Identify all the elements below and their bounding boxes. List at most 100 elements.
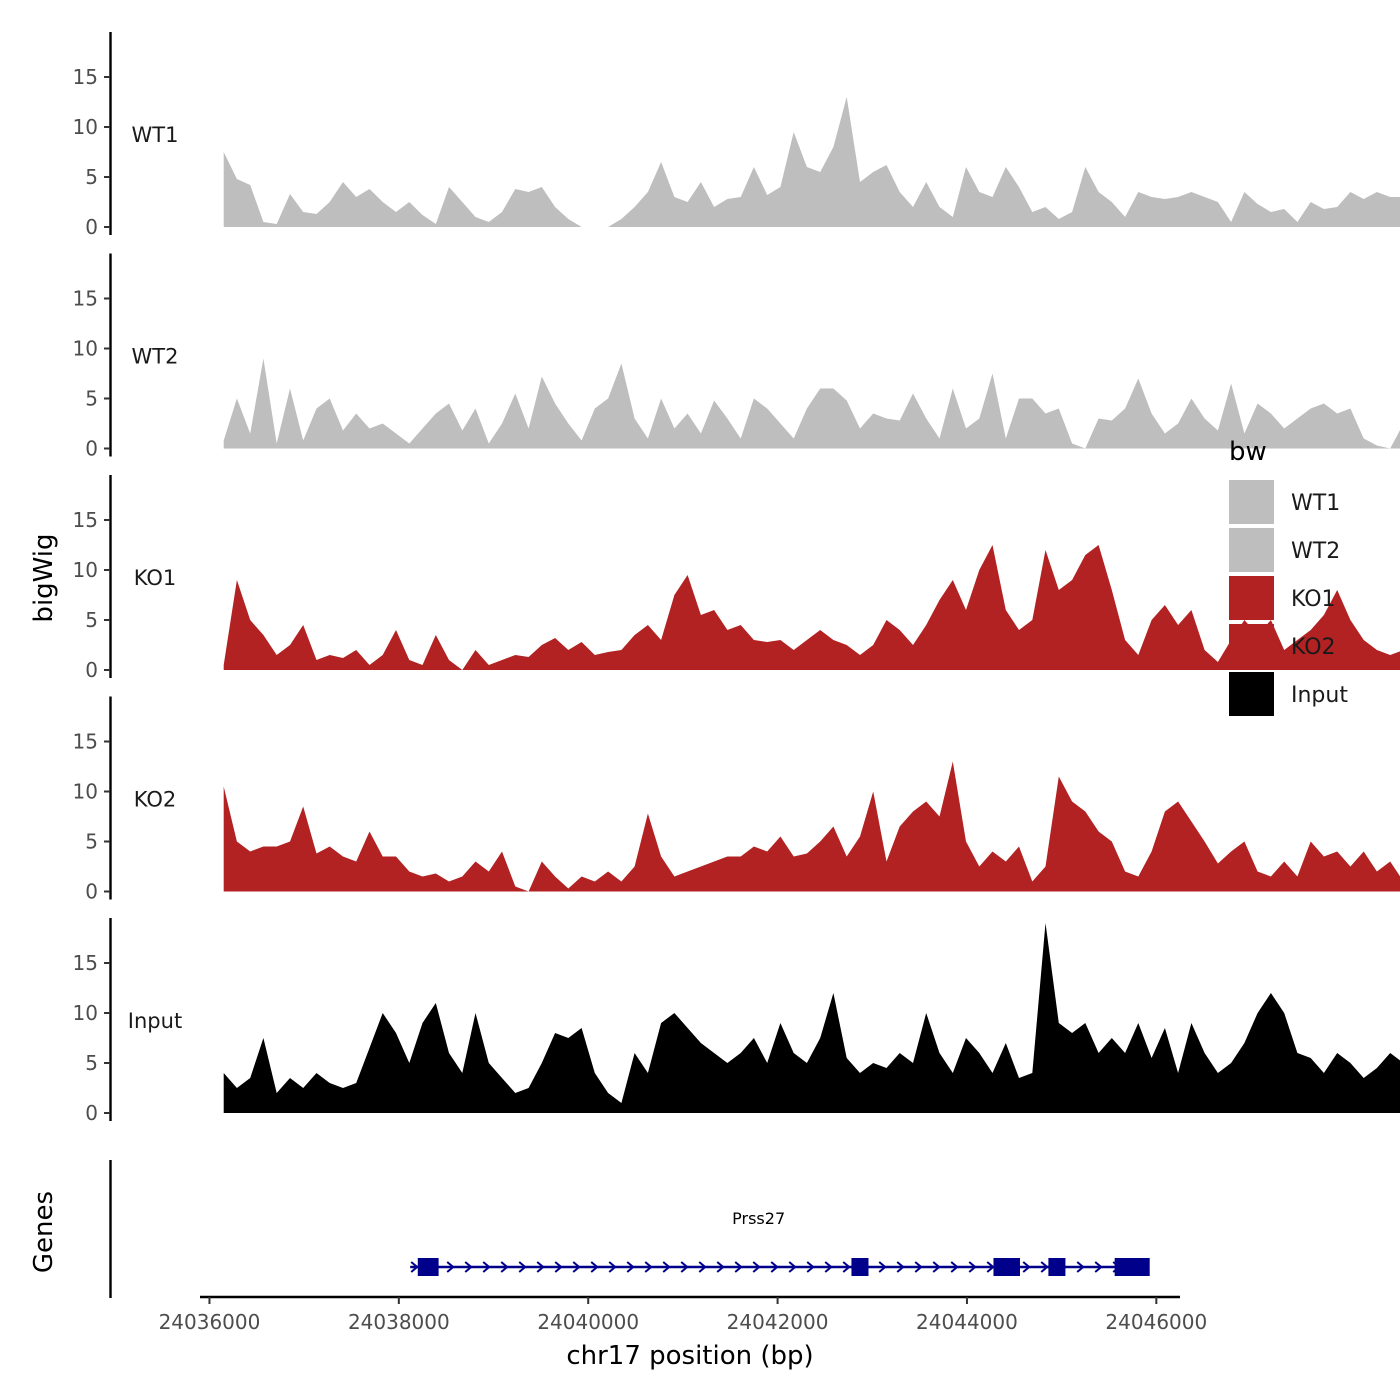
y-tick-label: 10 — [73, 558, 98, 582]
strand-arrow — [698, 1261, 707, 1273]
strand-arrow — [446, 1261, 455, 1273]
strand-arrow — [734, 1261, 743, 1273]
strand-arrow — [518, 1261, 527, 1273]
track-label-ko1: KO1 — [134, 566, 177, 590]
strand-arrow — [1076, 1261, 1085, 1273]
strand-arrow — [716, 1261, 725, 1273]
y-tick-label: 15 — [73, 287, 98, 311]
genes-panel-title: Genes — [29, 1191, 59, 1273]
gene-exon — [1114, 1258, 1150, 1276]
strand-arrow — [662, 1261, 671, 1273]
x-tick-label: 24036000 — [159, 1310, 261, 1334]
gene-exon — [417, 1258, 439, 1276]
legend-key-wt1 — [1229, 480, 1274, 524]
y-axis-title: bigWig — [29, 533, 59, 622]
y-tick-label: 5 — [85, 387, 98, 411]
y-tick-label: 15 — [73, 65, 98, 89]
track-panel-wt1: 0 5 10 15 WT1 — [73, 32, 1400, 239]
y-tick-label: 10 — [73, 1001, 98, 1025]
gene-track: Prss27 — [109, 1160, 1150, 1298]
x-axis-title: chr17 position (bp) — [566, 1341, 813, 1371]
strand-arrow — [554, 1261, 563, 1273]
legend-label-wt2: WT2 — [1291, 539, 1340, 564]
gene-prss27: Prss27 — [410, 1209, 1150, 1276]
track-label-ko2: KO2 — [134, 788, 177, 812]
strand-arrow — [1022, 1261, 1031, 1273]
legend-key-input — [1229, 672, 1274, 716]
strand-arrow — [950, 1261, 959, 1273]
strand-arrow — [572, 1261, 581, 1273]
y-tick-label: 5 — [85, 1051, 98, 1075]
coverage-area-ko2 — [223, 761, 1400, 892]
y-tick-label: 5 — [85, 165, 98, 189]
y-tick-label: 5 — [85, 830, 98, 854]
strand-arrow — [626, 1261, 635, 1273]
y-tick-label: 0 — [85, 437, 98, 461]
strand-arrow — [482, 1261, 491, 1273]
strand-arrow — [1094, 1261, 1103, 1273]
strand-arrow — [590, 1261, 599, 1273]
strand-arrow — [410, 1261, 419, 1273]
gene-exon — [851, 1258, 869, 1276]
strand-arrow — [842, 1261, 851, 1273]
strand-arrow — [896, 1261, 905, 1273]
legend-label-wt1: WT1 — [1291, 491, 1340, 516]
x-tick-label: 24044000 — [916, 1310, 1018, 1334]
legend-label-input: Input — [1291, 683, 1348, 708]
y-tick-label: 10 — [73, 337, 98, 361]
x-tick-label: 24038000 — [348, 1310, 450, 1334]
y-tick-label: 0 — [85, 880, 98, 904]
strand-arrow — [986, 1261, 995, 1273]
y-tick-label: 15 — [73, 951, 98, 975]
strand-arrow — [608, 1261, 617, 1273]
track-panel-ko2: 0 5 10 15 KO2 — [73, 696, 1400, 904]
legend-key-ko2 — [1229, 624, 1274, 668]
y-tick-label: 5 — [85, 608, 98, 632]
track-panel-wt2: 0 5 10 15 WT2 — [73, 253, 1400, 461]
legend-label-ko1: KO1 — [1291, 587, 1336, 612]
track-label-wt2: WT2 — [132, 345, 179, 369]
y-tick-label: 0 — [85, 215, 98, 239]
y-tick-label: 10 — [73, 115, 98, 139]
strand-arrow — [644, 1261, 653, 1273]
gene-exon — [993, 1258, 1020, 1276]
y-tick-label: 0 — [85, 1101, 98, 1125]
coverage-area-wt1 — [223, 97, 1400, 227]
strand-arrow — [878, 1261, 887, 1273]
strand-arrow — [536, 1261, 545, 1273]
legend-label-ko2: KO2 — [1291, 635, 1336, 660]
strand-arrow — [914, 1261, 923, 1273]
strand-arrow — [1040, 1261, 1049, 1273]
bigwig-tracks: 0 5 10 15 WT1 0 5 10 15 WT2 0 5 10 15 KO1 0 5 10 15 KO2 0 5 10… — [73, 32, 1400, 1125]
x-tick-label: 24042000 — [727, 1310, 829, 1334]
y-tick-label: 10 — [73, 780, 98, 804]
track-label-wt1: WT1 — [132, 123, 179, 147]
strand-arrow — [806, 1261, 815, 1273]
legend-key-wt2 — [1229, 528, 1274, 572]
gene-exon — [1048, 1258, 1066, 1276]
y-tick-label: 15 — [73, 508, 98, 532]
track-label-input: Input — [128, 1009, 182, 1033]
strand-arrow — [500, 1261, 509, 1273]
legend: bw WT1 WT2 KO1 KO2 Input — [1229, 437, 1348, 716]
strand-arrow — [752, 1261, 761, 1273]
y-tick-label: 15 — [73, 730, 98, 754]
coverage-area-wt2 — [223, 358, 1400, 449]
strand-arrow — [824, 1261, 833, 1273]
strand-arrow — [932, 1261, 941, 1273]
strand-arrow — [968, 1261, 977, 1273]
strand-arrow — [680, 1261, 689, 1273]
y-tick-label: 0 — [85, 658, 98, 682]
x-tick-label: 24046000 — [1105, 1310, 1207, 1334]
coverage-area-input — [223, 923, 1400, 1113]
track-panel-ko1: 0 5 10 15 KO1 — [73, 475, 1400, 682]
coverage-area-ko1 — [223, 545, 1400, 670]
legend-key-ko1 — [1229, 576, 1274, 620]
legend-title: bw — [1229, 437, 1267, 467]
gene-label: Prss27 — [732, 1209, 785, 1228]
track-panel-input: 0 5 10 15 Input — [73, 918, 1400, 1125]
strand-arrow — [770, 1261, 779, 1273]
strand-arrow — [464, 1261, 473, 1273]
x-tick-label: 24040000 — [537, 1310, 639, 1334]
